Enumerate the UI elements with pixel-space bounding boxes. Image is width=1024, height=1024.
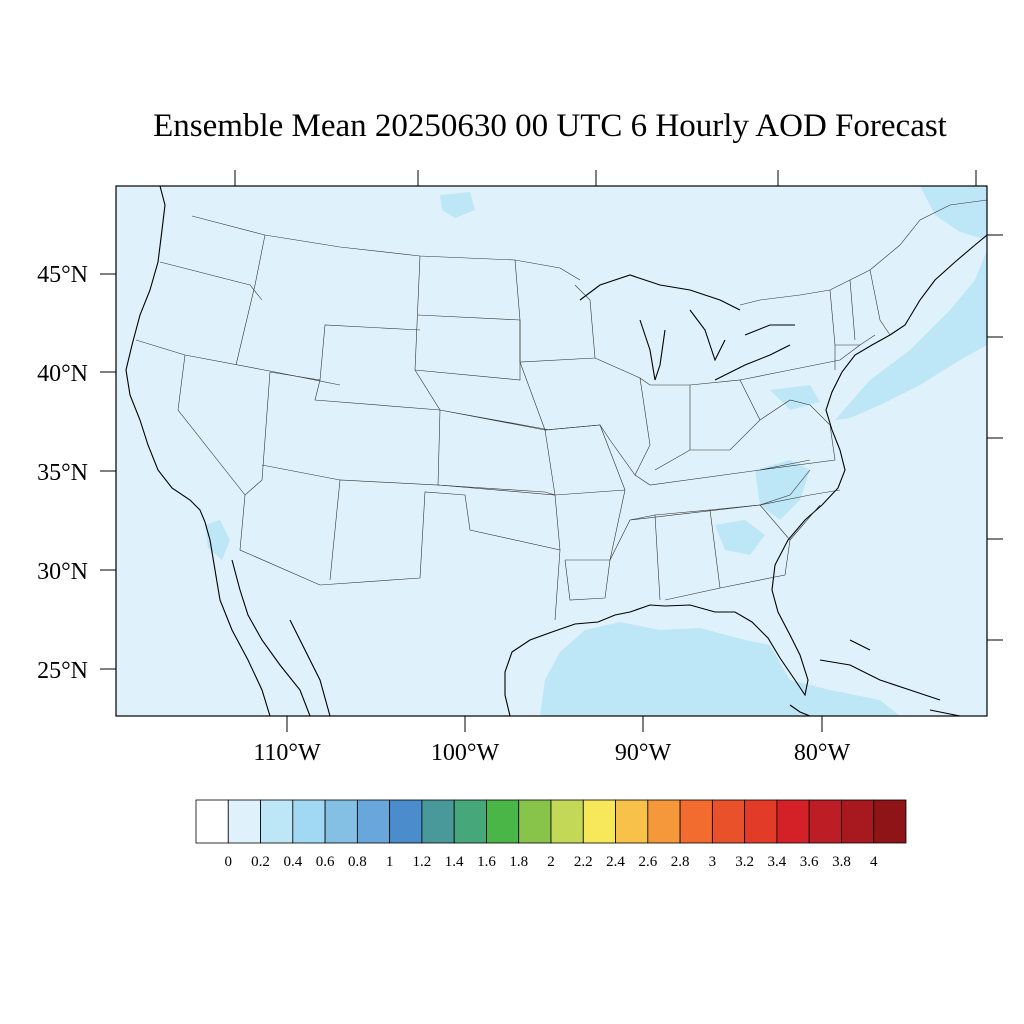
idaho-montana	[235, 234, 421, 381]
lat-label: 40°N	[37, 361, 88, 387]
wisconsin-illinois	[594, 357, 651, 476]
colorbar-swatch	[615, 799, 649, 844]
map-frame	[115, 185, 988, 717]
kentucky-tennessee	[629, 459, 811, 521]
colorbar-label: 2.2	[574, 854, 593, 870]
colorbar-label: 0.6	[316, 854, 335, 870]
caribbean-islands	[819, 639, 961, 716]
colorbar-label: 3.2	[735, 854, 754, 870]
new-england	[829, 269, 891, 370]
colorbar: 0 0.2 0.4 0.6 0.8 1 1.2 1.4 1.6 1.8 2 2.2 2.4 2.6 2.8 3…	[195, 799, 907, 870]
colorbar-swatch	[356, 799, 391, 844]
lat-labels: 45°N 40°N 35°N 30°N 25°N	[37, 262, 88, 684]
baja-coastline	[209, 539, 271, 716]
colorbar-label: 3.8	[832, 854, 851, 870]
colorbar-swatch	[841, 799, 875, 844]
aod-region-ohio	[770, 385, 820, 410]
colorbar-label: 2.8	[671, 854, 690, 870]
florida-keys	[789, 704, 811, 716]
colorbar-label: 2.4	[606, 854, 625, 870]
colorbar-label: 1.2	[413, 854, 432, 870]
colorbar-swatch	[324, 799, 358, 844]
colorbar-label: 0.2	[251, 854, 270, 870]
lat-label: 35°N	[37, 460, 88, 486]
colorbar-swatch	[679, 799, 713, 844]
aod-region-atlantic	[835, 250, 987, 420]
aod-region-georgia	[715, 520, 765, 555]
colorbar-label: 3.4	[768, 854, 787, 870]
gulf-of-california	[231, 559, 311, 716]
colorbar-swatch	[227, 799, 261, 844]
colorbar-label: 0	[225, 854, 233, 870]
lat-label: 30°N	[37, 559, 88, 585]
colorbar-swatch	[421, 799, 455, 844]
colorbar-label: 1.4	[445, 854, 464, 870]
map-background	[116, 186, 987, 716]
coastlines	[125, 186, 987, 716]
colorbar-swatch	[582, 799, 616, 844]
carolinas	[759, 489, 841, 541]
colorbar-label: 3	[709, 854, 717, 870]
virginia-wv	[739, 344, 861, 471]
colorbar-label: 1.6	[477, 854, 496, 870]
colorbar-swatch	[195, 799, 229, 844]
aod-field-layer	[125, 186, 987, 716]
colorbar-swatch	[808, 799, 842, 844]
aod-region-northeast	[920, 186, 987, 240]
colorbar-swatch	[389, 799, 423, 844]
gulf-coastline	[504, 234, 987, 716]
colorbar-swatch	[486, 799, 520, 844]
colorbar-swatch	[550, 799, 584, 844]
colorbar-swatch	[647, 799, 681, 844]
state-borders	[135, 199, 987, 621]
colorbar-swatch	[260, 799, 294, 844]
colorbar-label: 2	[547, 854, 555, 870]
colorbar-label: 0.4	[283, 854, 302, 870]
colorbar-swatch	[776, 799, 810, 844]
lat-label: 25°N	[37, 658, 88, 684]
colorbar-swatch	[873, 799, 907, 844]
pacific-coastline	[125, 186, 211, 541]
colorbar-swatch	[453, 799, 487, 844]
aod-region-southeast	[755, 460, 810, 520]
colorbar-label: 2.6	[638, 854, 657, 870]
colorbar-label: 1	[386, 854, 394, 870]
aod-region-washington	[440, 192, 475, 218]
dakotas	[414, 255, 521, 381]
lat-label: 45°N	[37, 262, 88, 288]
colorbar-label: 4	[870, 854, 878, 870]
lon-label: 90°W	[615, 740, 672, 766]
wa-or	[159, 261, 263, 301]
wyoming-colorado	[314, 379, 441, 581]
lon-labels: 110°W 100°W 90°W 80°W	[253, 740, 850, 766]
axis-ticks	[100, 170, 1003, 732]
colorbar-label: 1.8	[509, 854, 528, 870]
utah-arizona	[239, 464, 341, 586]
colorbar-swatch	[744, 799, 778, 844]
map-title: Ensemble Mean 20250630 00 UTC 6 Hourly A…	[153, 108, 947, 144]
oklahoma	[437, 484, 561, 551]
or-ca	[135, 339, 341, 386]
colorbar-label: 3.6	[800, 854, 819, 870]
aod-region-gulf	[540, 622, 900, 716]
lon-label: 110°W	[253, 740, 321, 766]
lon-label: 80°W	[794, 740, 851, 766]
colorbar-swatch	[292, 799, 326, 844]
lon-label: 100°W	[431, 740, 500, 766]
colorbar-swatch	[711, 799, 746, 844]
great-lakes	[579, 274, 795, 381]
mexico-west-coast	[289, 619, 331, 716]
colorbar-label: 0.8	[348, 854, 367, 870]
colorbar-swatch	[518, 799, 552, 844]
